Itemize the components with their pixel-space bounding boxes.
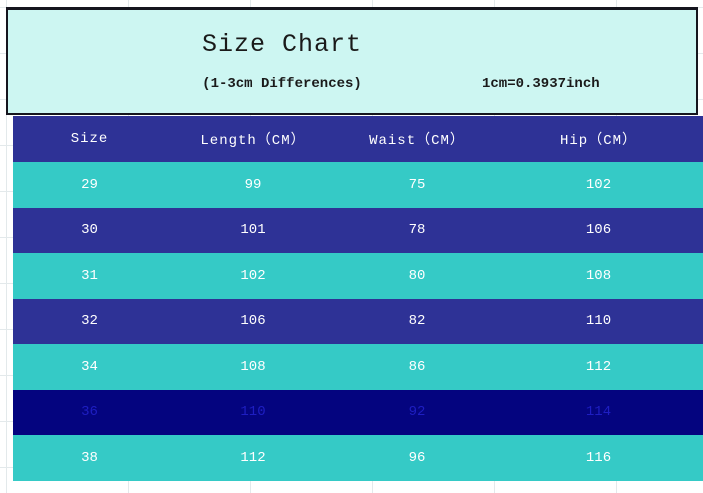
table-cell-hip: 106	[585, 222, 612, 239]
title-band: Size Chart (1-3cm Differences) 1cm=0.393…	[6, 7, 698, 115]
column-header-size: Size	[70, 131, 109, 147]
table-cell-size: 36	[81, 404, 98, 421]
table-header-row: Size Length（CM） Waist（CM） Hip（CM）	[13, 116, 703, 162]
table-row: 32 106 82 110	[13, 298, 703, 344]
chart-title: Size Chart	[201, 30, 363, 59]
table-cell-hip: 108	[585, 267, 612, 284]
table-cell-length: 101	[240, 222, 266, 239]
table-cell-length: 112	[240, 449, 266, 466]
column-header-hip: Hip（CM）	[559, 133, 637, 149]
column-header-length: Length（CM）	[200, 133, 306, 149]
table-cell-length: 110	[240, 404, 266, 421]
table-cell-size: 38	[81, 449, 98, 466]
table-row: 31 102 80 108	[13, 253, 703, 299]
table-row: 30 101 78 106	[13, 207, 703, 253]
table-cell-waist: 78	[408, 222, 426, 239]
table-row: 38 112 96 116	[13, 435, 703, 481]
table-cell-waist: 75	[408, 176, 426, 193]
table-cell-length: 106	[240, 313, 266, 330]
table-cell-hip: 114	[585, 404, 612, 421]
table-row: 36 110 92 114	[13, 389, 703, 435]
table-cell-size: 29	[81, 176, 98, 193]
table-row: 34 108 86 112	[13, 344, 703, 390]
table-cell-hip: 112	[585, 358, 612, 375]
table-cell-length: 99	[244, 176, 262, 193]
table-cell-length: 102	[240, 267, 266, 284]
unit-conversion-note: 1cm=0.3937inch	[482, 76, 600, 92]
table-cell-hip: 116	[585, 449, 612, 466]
table-cell-hip: 110	[585, 313, 612, 330]
table-cell-waist: 82	[408, 313, 426, 330]
table-cell-size: 32	[81, 313, 98, 330]
table-cell-waist: 80	[408, 267, 426, 284]
chart-subtitle: (1-3cm Differences)	[202, 76, 362, 92]
table-cell-length: 108	[240, 358, 266, 375]
table-row: 29 99 75 102	[13, 162, 703, 208]
column-header-waist: Waist（CM）	[369, 133, 465, 149]
table-cell-size: 31	[81, 267, 98, 284]
table-cell-waist: 96	[408, 449, 426, 466]
table-cell-waist: 92	[408, 404, 426, 421]
table-cell-waist: 86	[408, 358, 426, 375]
table-body: 29 99 75 102 30 101 78 106 31 102 80 108 32 106 82 110 3…	[13, 162, 703, 481]
table-cell-size: 30	[81, 222, 98, 239]
table-cell-size: 34	[81, 358, 98, 375]
size-table: Size Length（CM） Waist（CM） Hip（CM） 29 99 75…	[13, 116, 703, 481]
table-cell-hip: 102	[585, 176, 612, 193]
